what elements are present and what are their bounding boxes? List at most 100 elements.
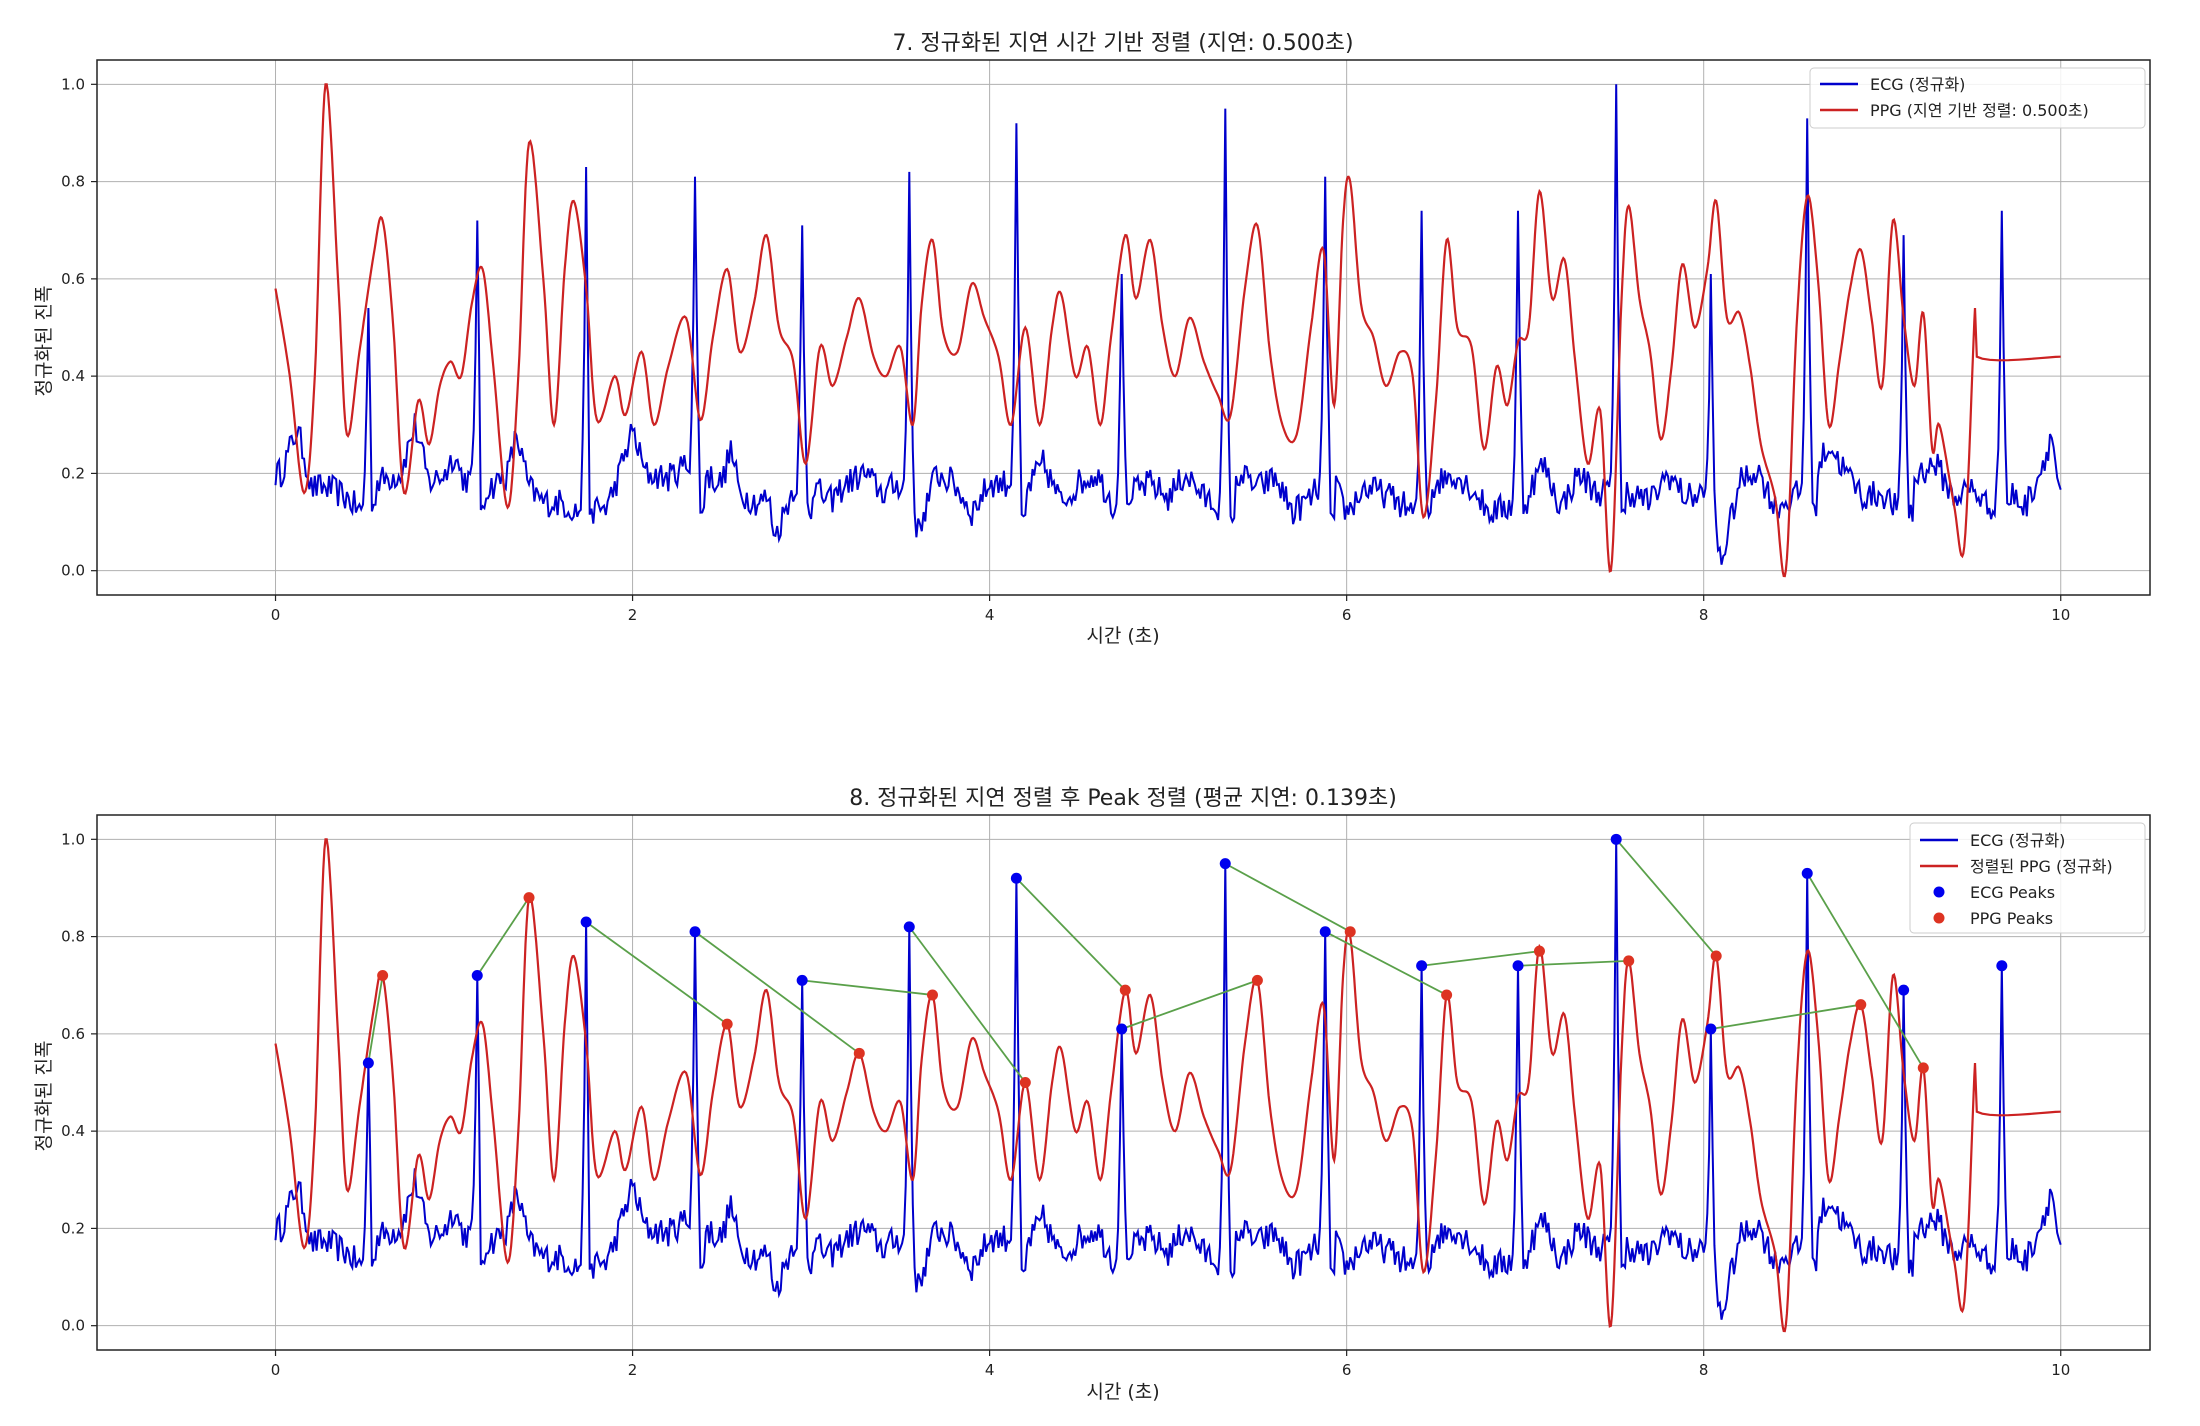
y-tick-label: 0.2 [61,1219,85,1237]
legend-box [1909,822,2146,934]
plot-frame [96,59,2151,596]
peak-connection [1324,930,1448,996]
ppg-peak-marker [1344,926,1356,938]
y-tick-label: 0.0 [61,562,85,580]
ppg-peak-marker [1119,984,1131,996]
chart-8: 8. 정규화된 지연 정렬 후 Peak 정렬 (평균 지연: 0.139초) … [33,786,2151,1403]
x-tick-label: 2 [628,1361,638,1379]
ppg-peak-marker [1441,989,1453,1001]
series-lines [274,838,2062,1333]
ppg-peak-marker [1251,974,1263,986]
ecg-peak-marker [1219,858,1231,870]
legend-ppg-peaks-label: PPG Peaks [1970,909,2053,928]
legend-ppg-label: 정렬된 PPG (정규화) [1970,857,2113,876]
ecg-peak-marker [689,926,701,938]
legend-ecg-label: ECG (정규화) [1970,831,2065,850]
y-tick-label: 0.8 [61,928,85,946]
peak-connection [367,975,384,1064]
ppg-peak-marker [853,1047,865,1059]
x-tick-label: 4 [985,606,995,624]
x-tick-label: 0 [271,1361,281,1379]
ecg-line [274,84,2062,565]
x-tick-label: 6 [1342,606,1352,624]
y-tick-label: 0.8 [61,173,85,191]
chart-title: 8. 정규화된 지연 정렬 후 Peak 정렬 (평균 지연: 0.139초) [849,786,1397,811]
ecg-peak-marker [1801,867,1813,879]
peak-connection [802,979,933,996]
ppg-line [274,83,2061,578]
x-tick-label: 6 [1342,1361,1352,1379]
y-tick-label: 0.4 [61,1122,85,1140]
x-tick-label: 4 [985,1361,995,1379]
x-tick-label: 2 [628,606,638,624]
ppg-peak-marker [1710,950,1722,962]
plot-frame [96,814,2151,1351]
ticks: 0 2 4 6 8 10 0.0 0.2 0.4 0.6 0.8 1.0 [61,830,2070,1379]
ppg-peak-marker [721,1018,733,1030]
peak-connection [585,921,728,1025]
x-axis-label: 시간 (초) [1086,625,1159,647]
ecg-peak-marker [1996,960,2008,972]
legend-ecg-label: ECG (정규화) [1870,75,1965,94]
peak-connection [1421,950,1540,967]
x-axis-label: 시간 (초) [1086,1381,1159,1403]
ecg-line [274,839,2062,1320]
y-axis-label: 정규화된 진폭 [33,286,55,397]
x-tick-label: 10 [2051,606,2070,624]
ppg-peak-marker [1019,1077,1031,1088]
ecg-peak-marker [1512,960,1524,972]
x-tick-label: 0 [271,606,281,624]
y-tick-label: 1.0 [61,75,85,93]
peak-connection [1224,862,1351,933]
ecg-peak-marker [1116,1023,1128,1035]
series-lines [274,83,2062,578]
y-tick-label: 0.6 [61,270,85,288]
peak-connection [1517,960,1629,967]
ecg-peak-marker [362,1057,374,1069]
ppg-peak-marker [926,989,938,1001]
legend-ecg-peaks-swatch [1933,886,1945,898]
legend-ppg-peaks-swatch [1933,912,1945,924]
y-tick-label: 0.4 [61,367,85,385]
ecg-peak-marker [580,916,592,928]
ecg-peak-marker [1319,926,1331,938]
ecg-peak-marker [1705,1023,1717,1035]
y-tick-label: 0.0 [61,1317,85,1335]
chart-7: 7. 정규화된 지연 시간 기반 정렬 (지연: 0.500초) 시간 (초) … [33,31,2151,647]
ppg-peak-marker [1855,999,1867,1011]
ppg-line [274,838,2061,1333]
x-tick-label: 8 [1699,606,1709,624]
y-axis-label: 정규화된 진폭 [33,1041,55,1152]
ecg-peak-marker [1610,833,1622,845]
legend-ppg-label: PPG (지연 기반 정렬: 0.500초) [1870,101,2089,120]
y-tick-label: 0.2 [61,464,85,482]
y-tick-label: 1.0 [61,830,85,848]
peak-connection [694,931,860,1055]
ecg-peak-marker [1898,984,1910,996]
ppg-peak-marker [523,892,535,904]
ecg-peak-marker [1416,960,1428,972]
ticks: 0 2 4 6 8 10 0.0 0.2 0.4 0.6 0.8 1.0 [61,75,2070,624]
ppg-peak-marker [1533,945,1545,957]
y-tick-label: 0.6 [61,1025,85,1043]
peak-connection [1615,838,1717,957]
peak-connection [1015,877,1126,991]
legend-box [1809,67,2146,129]
peak-connection [476,897,530,976]
ecg-peak-marker [796,974,808,986]
legend-ecg-peaks-label: ECG Peaks [1970,883,2055,902]
ppg-peak-marker [377,970,389,981]
ppg-peak-marker [1623,955,1635,967]
legend: ECG (정규화) 정렬된 PPG (정규화) ECG Peaks PPG Pe… [1909,822,2146,934]
ecg-peak-marker [903,921,915,933]
legend: ECG (정규화) PPG (지연 기반 정렬: 0.500초) [1809,67,2146,129]
chart-title: 7. 정규화된 지연 시간 기반 정렬 (지연: 0.500초) [892,31,1353,56]
peak-markers [362,833,2008,1088]
ecg-peak-marker [1010,872,1022,884]
peak-connection [908,926,1027,1084]
ppg-peak-marker [1917,1062,1929,1074]
peak-connections [367,838,1925,1084]
peak-connection [1121,979,1258,1030]
peak-connection [1806,872,1925,1069]
